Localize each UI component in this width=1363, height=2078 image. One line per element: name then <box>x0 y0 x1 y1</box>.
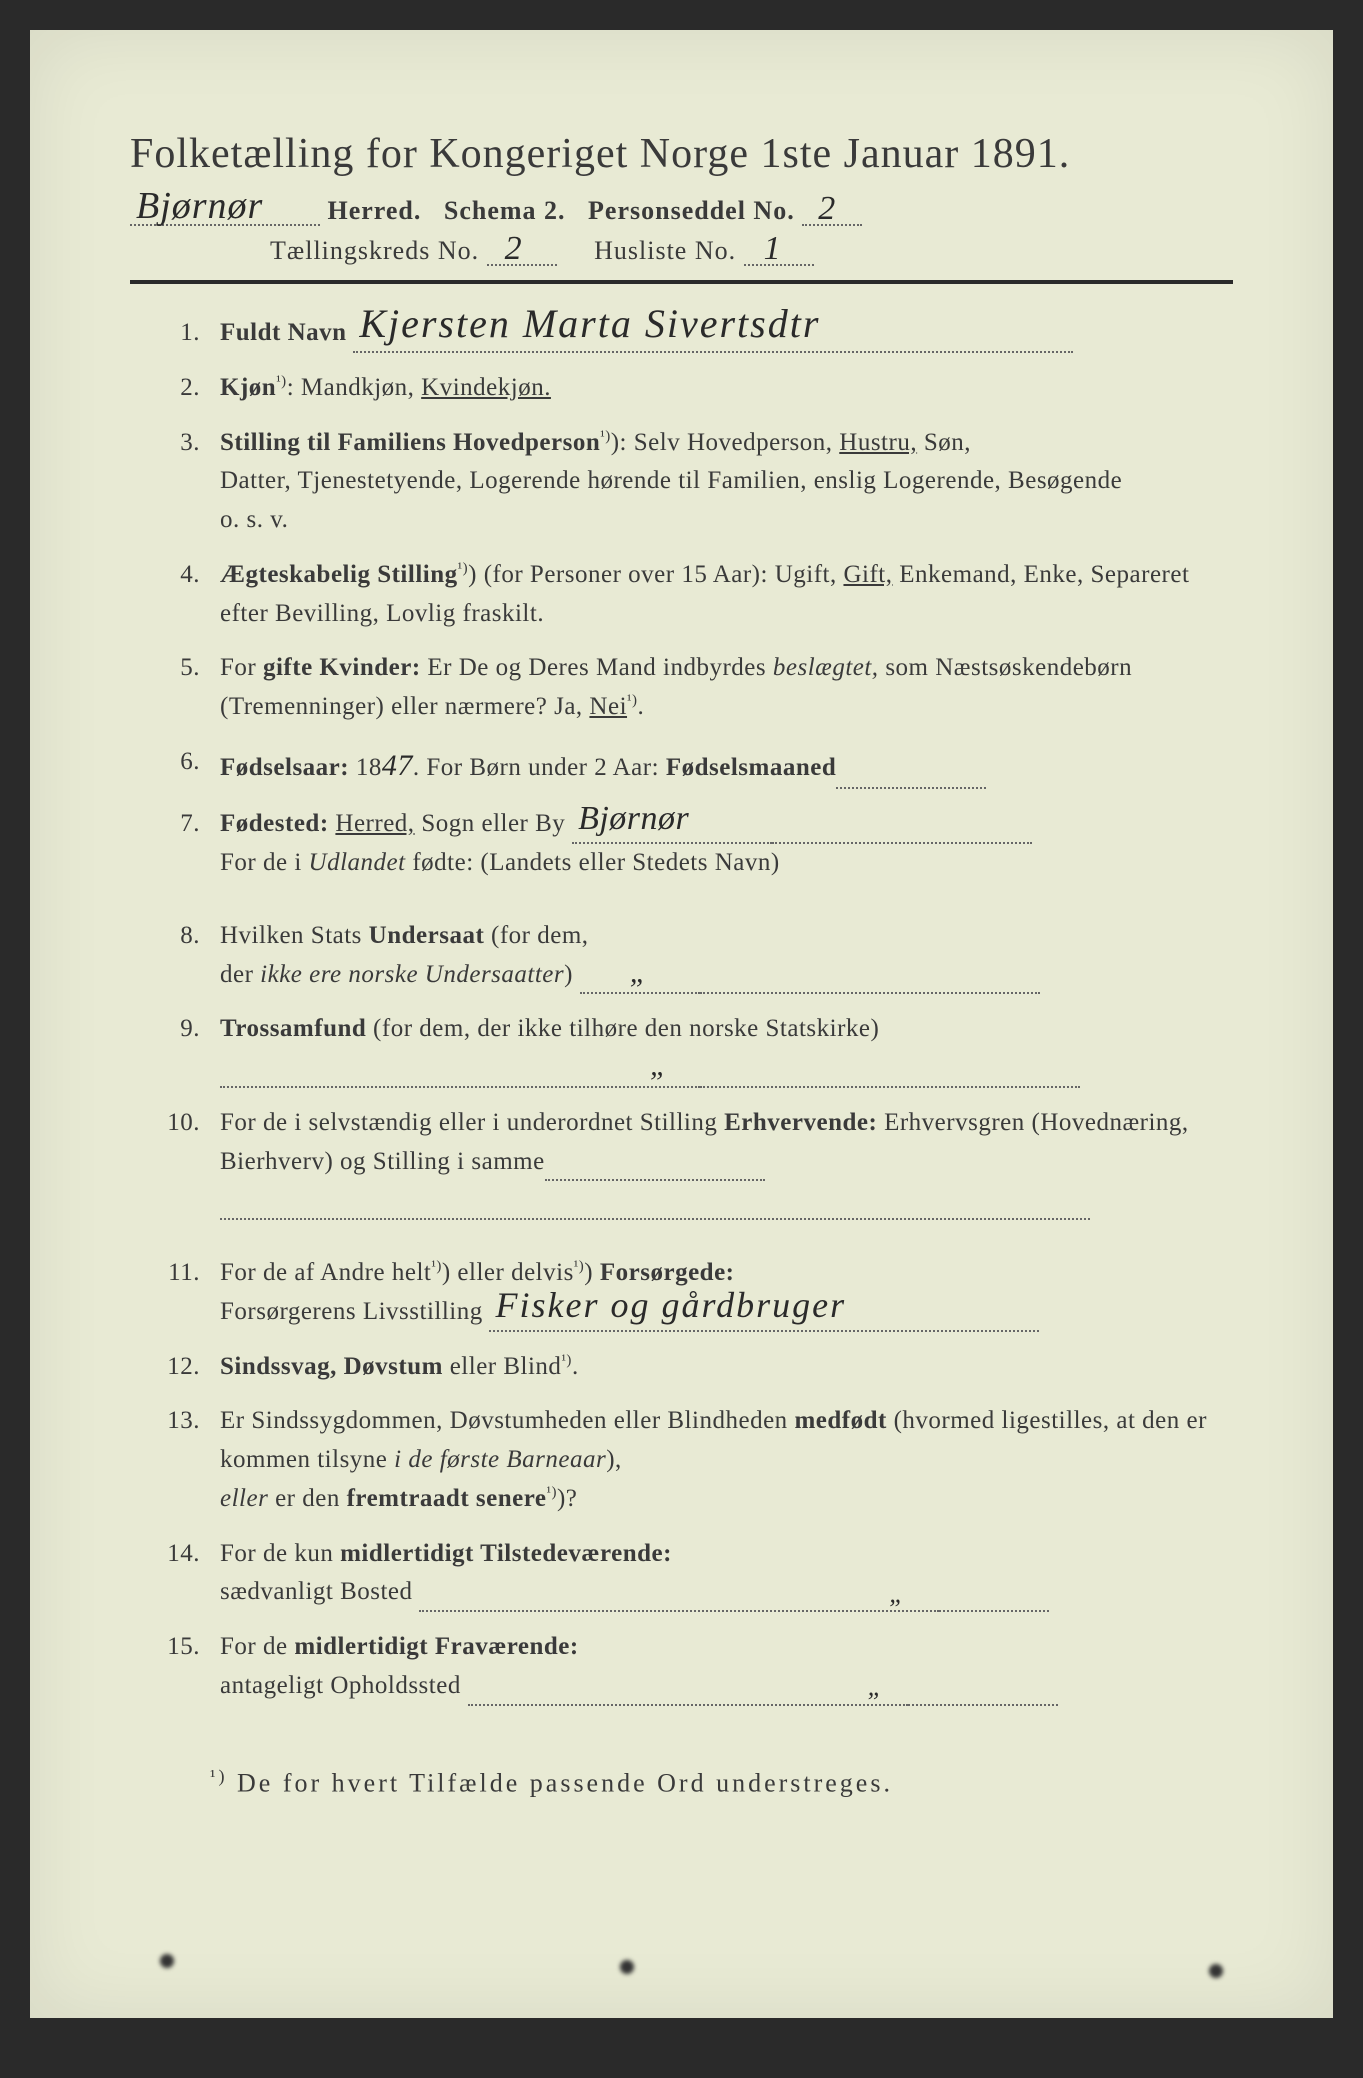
ink-spot <box>160 1954 174 1968</box>
field-9: 9. Trossamfund (for dem, der ikke tilhør… <box>150 1010 1233 1088</box>
header-line-2: Tællingskreds No. 2 Husliste No. 1 <box>270 236 1233 266</box>
field-8: 8. Hvilken Stats Undersaat (for dem, der… <box>150 917 1233 995</box>
provider-occupation-handwritten: Fisker og gårdbruger <box>495 1278 846 1334</box>
field-15: 15. For de midlertidigt Fraværende: anta… <box>150 1628 1233 1706</box>
ditto-mark-8: „ <box>630 950 647 997</box>
schema-label: Schema 2. <box>444 196 566 225</box>
field-3: 3. Stilling til Familiens Hovedperson¹))… <box>150 424 1233 540</box>
kvindekjon-underlined: Kvindekjøn. <box>421 374 551 401</box>
husliste-label: Husliste No. <box>594 236 736 265</box>
field-5: 5. For gifte Kvinder: Er De og Deres Man… <box>150 649 1233 727</box>
full-name-handwritten: Kjersten Marta Sivertsdtr <box>359 293 820 355</box>
ink-spot <box>1209 1964 1223 1978</box>
field-10: 10. For de i selvstændig eller i underor… <box>150 1104 1233 1220</box>
field-4: 4. Ægteskabelig Stilling¹)) (for Persone… <box>150 556 1233 634</box>
person-label: Personseddel No. <box>588 196 795 225</box>
field-14: 14. For de kun midlertidigt Tilstedevære… <box>150 1535 1233 1613</box>
birthplace-handwritten: Bjørnør <box>578 793 689 846</box>
field-1: 1. Fuldt Navn Kjersten Marta Sivertsdtr <box>150 314 1233 353</box>
divider <box>130 280 1233 284</box>
kreds-no: 2 <box>505 230 523 268</box>
kreds-label: Tællingskreds No. <box>270 236 479 265</box>
field-list: 1. Fuldt Navn Kjersten Marta Sivertsdtr … <box>150 314 1233 1706</box>
field-2: 2. Kjøn¹): Mandkjøn, Kvindekjøn. <box>150 369 1233 408</box>
ink-spot <box>620 1960 634 1974</box>
ditto-mark-14: „ <box>889 1574 904 1614</box>
header-line-1: Bjørnør Herred. Schema 2. Personseddel N… <box>130 196 1233 226</box>
gift-underlined: Gift, <box>843 561 892 588</box>
herred-handwritten: Bjørnør <box>136 184 263 228</box>
census-form-page: Folketælling for Kongeriget Norge 1ste J… <box>30 30 1333 2018</box>
page-title: Folketælling for Kongeriget Norge 1ste J… <box>130 130 1233 178</box>
hustru-underlined: Hustru, <box>839 429 917 456</box>
field-11: 11. For de af Andre helt¹)) eller delvis… <box>150 1254 1233 1332</box>
person-no: 2 <box>818 190 836 228</box>
field-7: 7. Fødested: Herred, Sogn eller By Bjørn… <box>150 805 1233 883</box>
husliste-no: 1 <box>764 230 782 268</box>
field-12: 12. Sindssvag, Døvstum eller Blind¹). <box>150 1348 1233 1387</box>
footnote: ¹) De for hvert Tilfælde passende Ord un… <box>210 1766 1233 1799</box>
field-6: 6. Fødselsaar: 1847. For Børn under 2 Aa… <box>150 743 1233 790</box>
birth-year-handwritten: 47 <box>382 743 413 790</box>
field-13: 13. Er Sindssygdommen, Døvstumheden elle… <box>150 1402 1233 1518</box>
ditto-mark-9: „ <box>650 1043 667 1090</box>
herred-label: Herred. <box>328 196 422 225</box>
nei-underlined: Nei <box>589 693 627 720</box>
ditto-mark-15: „ <box>868 1667 883 1707</box>
